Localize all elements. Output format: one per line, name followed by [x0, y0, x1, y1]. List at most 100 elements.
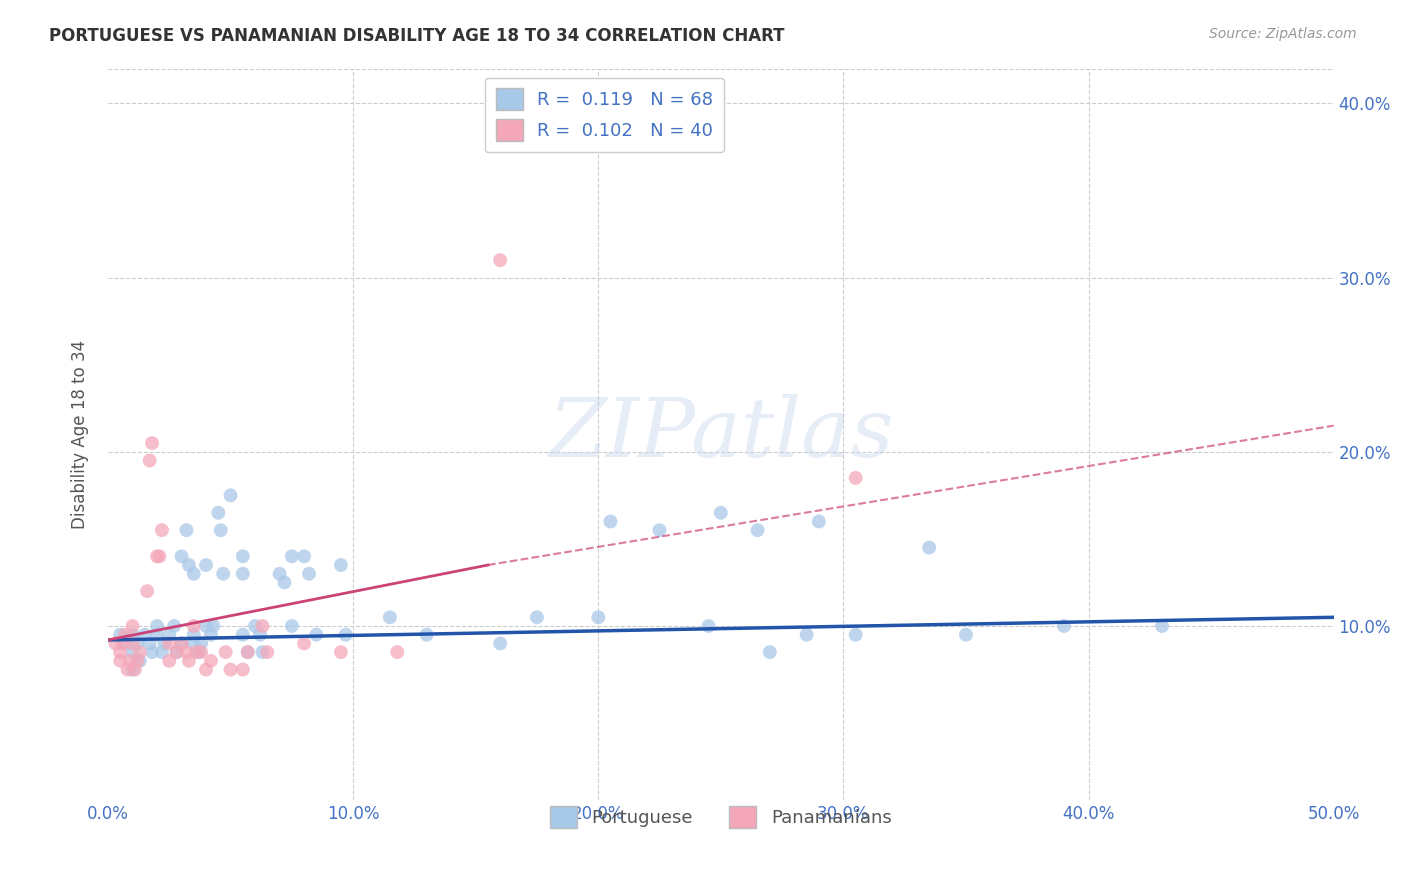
Point — [166, 645, 188, 659]
Point — [183, 619, 205, 633]
Point — [202, 619, 225, 633]
Point — [138, 636, 160, 650]
Point — [177, 654, 200, 668]
Point — [710, 506, 733, 520]
Point — [1150, 619, 1173, 633]
Point — [195, 558, 218, 572]
Point — [599, 515, 621, 529]
Point — [134, 628, 156, 642]
Point — [138, 453, 160, 467]
Point — [136, 584, 159, 599]
Point — [176, 523, 198, 537]
Point — [195, 663, 218, 677]
Point — [209, 523, 232, 537]
Point — [236, 645, 259, 659]
Point — [586, 610, 609, 624]
Point — [176, 645, 198, 659]
Point — [195, 619, 218, 633]
Point — [214, 645, 236, 659]
Point — [212, 566, 235, 581]
Point — [186, 645, 208, 659]
Point — [127, 636, 149, 650]
Point — [305, 628, 328, 642]
Point — [918, 541, 941, 555]
Point — [292, 636, 315, 650]
Y-axis label: Disability Age 18 to 34: Disability Age 18 to 34 — [72, 340, 89, 529]
Point — [489, 253, 512, 268]
Point — [141, 645, 163, 659]
Point — [807, 515, 830, 529]
Point — [648, 523, 671, 537]
Point — [121, 663, 143, 677]
Point — [219, 663, 242, 677]
Point — [146, 628, 169, 642]
Point — [249, 628, 271, 642]
Point — [489, 636, 512, 650]
Point — [177, 558, 200, 572]
Point — [256, 645, 278, 659]
Point — [243, 619, 266, 633]
Point — [111, 636, 134, 650]
Legend: Portuguese, Panamanians: Portuguese, Panamanians — [543, 798, 898, 835]
Point — [796, 628, 818, 642]
Point — [190, 645, 212, 659]
Point — [232, 549, 254, 564]
Point — [387, 645, 409, 659]
Point — [183, 636, 205, 650]
Point — [232, 566, 254, 581]
Point — [200, 654, 222, 668]
Point — [1053, 619, 1076, 633]
Point — [157, 636, 180, 650]
Point — [110, 645, 132, 659]
Point — [124, 663, 146, 677]
Point — [955, 628, 977, 642]
Point — [157, 654, 180, 668]
Point — [170, 636, 193, 650]
Point — [121, 645, 143, 659]
Point — [128, 645, 150, 659]
Point — [273, 575, 295, 590]
Point — [190, 636, 212, 650]
Point — [845, 471, 868, 485]
Point — [252, 619, 274, 633]
Point — [236, 645, 259, 659]
Point — [183, 566, 205, 581]
Point — [415, 628, 437, 642]
Point — [378, 610, 401, 624]
Point — [153, 636, 176, 650]
Point — [747, 523, 769, 537]
Point — [292, 549, 315, 564]
Point — [110, 654, 132, 668]
Point — [269, 566, 291, 581]
Point — [329, 645, 352, 659]
Point — [121, 619, 143, 633]
Text: Source: ZipAtlas.com: Source: ZipAtlas.com — [1209, 27, 1357, 41]
Point — [207, 506, 229, 520]
Point — [110, 628, 132, 642]
Point — [163, 619, 186, 633]
Point — [117, 663, 139, 677]
Point — [232, 663, 254, 677]
Point — [157, 628, 180, 642]
Point — [187, 645, 209, 659]
Point — [183, 628, 205, 642]
Point — [281, 549, 304, 564]
Point — [118, 654, 141, 668]
Point — [150, 645, 173, 659]
Point — [335, 628, 357, 642]
Point — [121, 636, 143, 650]
Point — [200, 628, 222, 642]
Point — [146, 619, 169, 633]
Point — [697, 619, 720, 633]
Point — [219, 488, 242, 502]
Point — [232, 628, 254, 642]
Point — [298, 566, 321, 581]
Text: PORTUGUESE VS PANAMANIAN DISABILITY AGE 18 TO 34 CORRELATION CHART: PORTUGUESE VS PANAMANIAN DISABILITY AGE … — [49, 27, 785, 45]
Point — [281, 619, 304, 633]
Point — [104, 636, 127, 650]
Point — [141, 436, 163, 450]
Point — [166, 645, 188, 659]
Point — [128, 654, 150, 668]
Point — [526, 610, 548, 624]
Point — [845, 628, 868, 642]
